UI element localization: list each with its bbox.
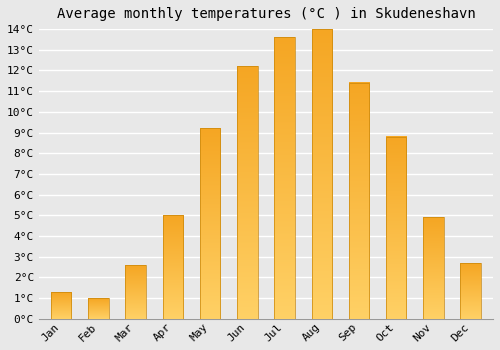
Bar: [423, 217, 444, 319]
Bar: [312, 29, 332, 319]
Bar: [162, 215, 183, 319]
Bar: [237, 66, 258, 319]
Bar: [460, 263, 481, 319]
Bar: [126, 265, 146, 319]
Bar: [51, 292, 72, 319]
Bar: [386, 137, 406, 319]
Bar: [274, 37, 295, 319]
Bar: [200, 128, 220, 319]
Title: Average monthly temperatures (°C ) in Skudeneshavn: Average monthly temperatures (°C ) in Sk…: [56, 7, 476, 21]
Bar: [88, 298, 108, 319]
Bar: [349, 83, 370, 319]
